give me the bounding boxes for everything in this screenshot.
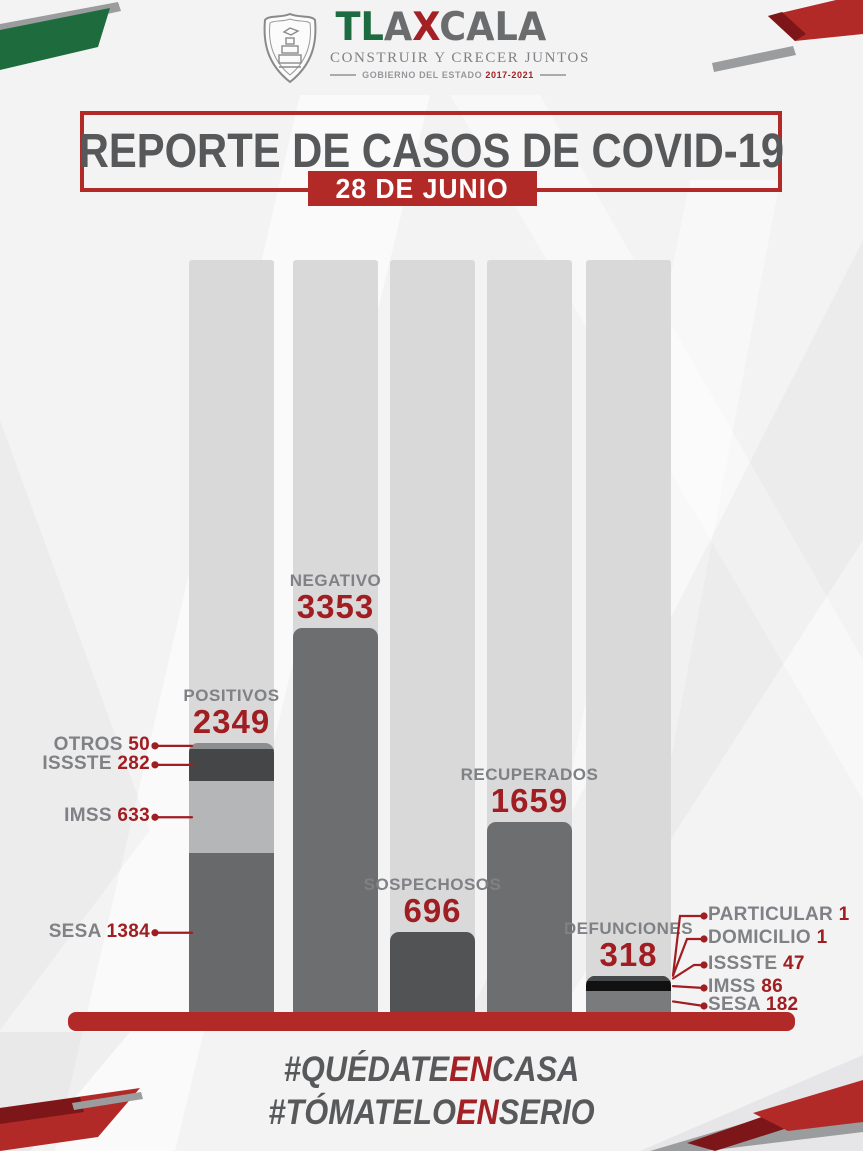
callout-line [671, 914, 706, 977]
tlaxcala-coat-of-arms-icon [263, 12, 317, 84]
logo-part-tl: TL [335, 5, 384, 50]
callout-issste: ISSSTE 47 [708, 953, 805, 975]
callout-dot [151, 761, 159, 769]
bar-category-sospechosos: SOSPECHOSOS [363, 875, 502, 895]
bar-value-recuperados: 1659 [490, 782, 569, 820]
bar-value-defunciones: 318 [599, 935, 658, 973]
bar-segment-imss [189, 780, 274, 854]
callout-value-issste: 47 [782, 953, 805, 974]
callout-line [671, 963, 706, 980]
callout-value-sesa: 182 [765, 994, 799, 1015]
hashtag-tomatelo-en-serio: #TÓMATELOENSERIO [268, 1093, 595, 1132]
logo-part-x: X [412, 5, 440, 50]
callout-line [671, 1000, 706, 1008]
callout-label-sesa: SESA [708, 994, 766, 1015]
callout-label-issste: ISSSTE [708, 953, 783, 974]
callout-dot [700, 984, 708, 992]
bar-segment-imss [586, 981, 671, 992]
corner-ribbon-top-left [0, 2, 121, 70]
callout-dot [151, 813, 159, 821]
bar-defunciones [586, 975, 671, 1012]
callout-imss: IMSS 633 [0, 805, 150, 827]
corner-ribbon-bottom-left [0, 1088, 143, 1151]
callout-otros: OTROS 50 [0, 734, 150, 756]
bar-category-recuperados: RECUPERADOS [460, 765, 599, 785]
bar-recuperados [487, 822, 572, 1012]
callout-sesa: SESA 182 [708, 994, 798, 1016]
report-date: 28 DE JUNIO [335, 172, 510, 204]
government-years: 2017-2021 [485, 70, 534, 80]
bar-segment-sesa [189, 853, 274, 1012]
bar-category-defunciones: DEFUNCIONES [563, 918, 694, 938]
bar-sospechosos [390, 932, 475, 1012]
callout-label-imss: IMSS [708, 976, 762, 997]
callout-dot [700, 1002, 708, 1010]
logo-tagline: CONSTRUIR Y CRECER JUNTOS [330, 50, 590, 66]
callout-value-otros: 50 [128, 733, 150, 755]
callout-label-sesa: SESA [48, 920, 107, 942]
callout-value-sesa: 1384 [106, 920, 150, 942]
callout-dot [151, 929, 159, 937]
bar-label-positivos: POSITIVOS 2349 [122, 686, 342, 738]
report-title: REPORTE DE CASOS DE COVID-19 [78, 125, 784, 178]
government-label: GOBIERNO DEL ESTADO 2017-2021 [362, 70, 534, 80]
callout-dot [700, 961, 708, 969]
bar-category-negativo: NEGATIVO [289, 571, 382, 590]
chart-baseline [68, 1012, 795, 1031]
column-bg-defunciones [586, 260, 671, 1012]
corner-ribbon-bottom-right [650, 1080, 863, 1151]
callout-line [671, 937, 706, 977]
callout-label-imss: IMSS [64, 805, 118, 827]
callout-line [671, 985, 706, 990]
corner-ribbon-top-right [712, 0, 863, 72]
callout-particular: PARTICULAR 1 [708, 904, 850, 926]
date-banner: 28 DE JUNIO [308, 171, 537, 206]
bar-segment-otros [189, 742, 274, 749]
logo-part-cala: CALA [439, 5, 547, 50]
footer: #QUÉDATEENCASA #TÓMATELOENSERIO [0, 1048, 863, 1134]
callout-value-particular: 1 [838, 904, 850, 925]
bar-segment-issste [189, 748, 274, 781]
bar-category-positivos: POSITIVOS [183, 685, 280, 705]
logo-part-a: A [383, 5, 413, 50]
hashtag-quedate-en-casa: #QUÉDATEENCASA [283, 1050, 580, 1089]
callout-label-otros: OTROS [53, 733, 129, 755]
callout-dot [151, 742, 159, 750]
bar-label-recuperados: RECUPERADOS 1659 [420, 765, 640, 817]
logo-subline: GOBIERNO DEL ESTADO 2017-2021 [330, 70, 566, 80]
bar-value-sospechosos: 696 [403, 892, 462, 930]
bar-label-defunciones: DEFUNCIONES 318 [519, 919, 739, 971]
bar-value-positivos: 2349 [192, 702, 271, 740]
header: TLAXCALA CONSTRUIR Y CRECER JUNTOS GOBIE… [258, 8, 590, 84]
callout-value-imss: 633 [117, 805, 150, 827]
callout-value-domicilio: 1 [816, 927, 828, 948]
callout-sesa: SESA 1384 [0, 921, 150, 943]
logo-tlaxcala: TLAXCALA [330, 8, 552, 48]
logo-block: TLAXCALA CONSTRUIR Y CRECER JUNTOS GOBIE… [330, 8, 590, 80]
bar-value-negativo: 3353 [296, 588, 375, 625]
bar-positivos [189, 742, 274, 1012]
bar-label-negativo: NEGATIVO 3353 [226, 571, 446, 623]
column-bg-sospechosos [390, 260, 475, 1012]
bar-segment-issste [586, 975, 671, 982]
callout-label-issste: ISSSTE [42, 752, 118, 774]
callout-dot [700, 935, 708, 943]
callout-value-issste: 282 [117, 752, 150, 774]
callout-label-particular: PARTICULAR [708, 904, 839, 925]
subline-dash-right [539, 74, 566, 76]
callout-domicilio: DOMICILIO 1 [708, 927, 827, 949]
bar-negativo [293, 628, 378, 1012]
subline-dash-left [330, 74, 357, 76]
callout-issste: ISSSTE 282 [0, 753, 150, 775]
callout-dot [700, 912, 708, 920]
bar-label-sospechosos: SOSPECHOSOS 696 [323, 875, 543, 927]
bar-segment-sesa [586, 991, 671, 1012]
callout-label-domicilio: DOMICILIO [708, 927, 817, 948]
callout-imss: IMSS 86 [708, 976, 783, 998]
callout-value-imss: 86 [761, 976, 783, 997]
